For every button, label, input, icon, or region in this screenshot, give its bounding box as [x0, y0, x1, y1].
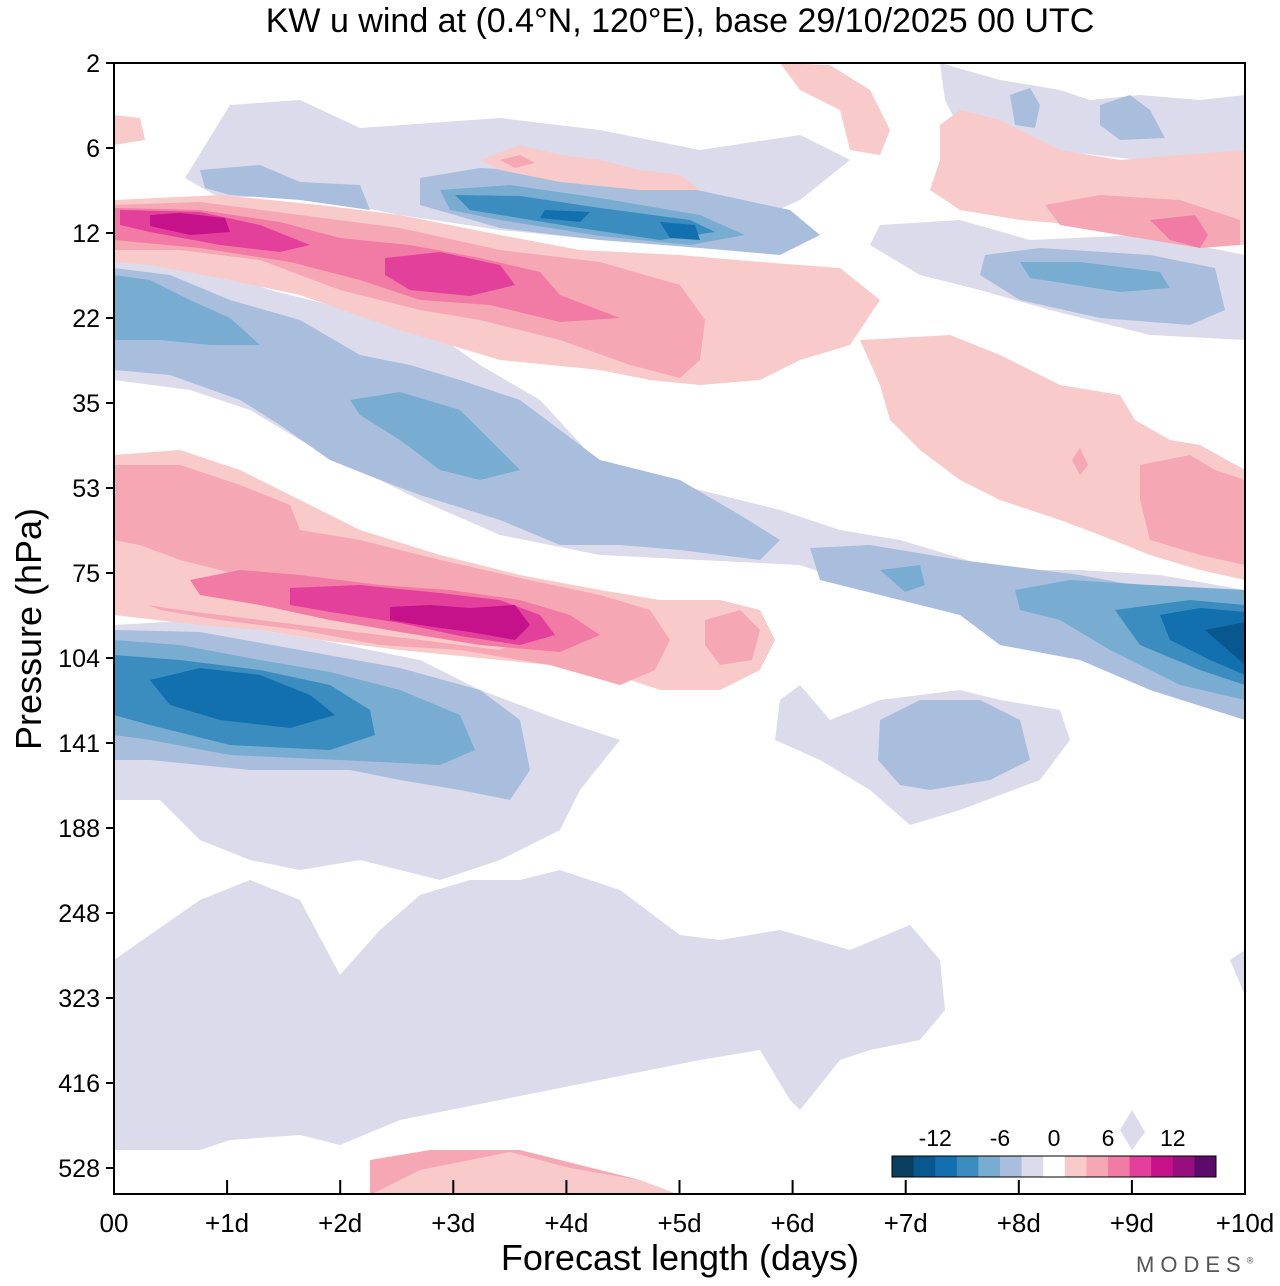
contour-pos-light [480, 145, 700, 190]
contour-neg-max [1205, 622, 1245, 665]
colorbar-frame [891, 1155, 1217, 1178]
x-tick-label: +1d [205, 1208, 249, 1238]
y-tick-label: 416 [58, 1070, 100, 1098]
colorbar: -12 -6 0 6 12 [891, 1125, 1217, 1178]
y-tick-label: 75 [72, 560, 100, 588]
brand-text: MODES [1136, 1252, 1247, 1277]
x-tick-label: +5d [657, 1208, 701, 1238]
contour-neg-light [1010, 88, 1040, 128]
chart-title: KW u wind at (0.4°N, 120°E), base 29/10/… [265, 2, 1095, 40]
y-tick-label: 53 [72, 475, 100, 503]
x-axis: 00 +1d +2d +3d +4d +5d +6d +7d +8d +9d +10d [100, 1180, 1275, 1238]
contour-neg-light [200, 165, 370, 210]
contour-neg-mid [350, 392, 520, 480]
x-tick-label: +4d [544, 1208, 588, 1238]
colorbar-segment [892, 1156, 915, 1177]
contour-neg-mid [880, 565, 925, 592]
contour-neg-core [540, 210, 590, 222]
x-tick-label: +3d [431, 1208, 475, 1238]
contour-neg-core [1160, 608, 1245, 675]
x-tick-label: +7d [884, 1208, 928, 1238]
x-axis-label: Forecast length (days) [500, 1237, 860, 1278]
y-tick-label: 528 [58, 1155, 100, 1183]
x-tick-label: 00 [100, 1208, 129, 1238]
contour-neg-light [1120, 1110, 1145, 1150]
colorbar-segment [913, 1156, 936, 1177]
contour-neg-core [150, 668, 335, 728]
contour-neg-light [878, 700, 1030, 790]
contour-pos-mid [705, 610, 760, 665]
x-tick-label: +9d [1110, 1208, 1154, 1238]
x-tick-label: +2d [318, 1208, 362, 1238]
contour-pos-mid [1140, 455, 1245, 565]
colorbar-tick-label: 6 [1102, 1125, 1115, 1151]
contour-pos-core [150, 213, 230, 235]
colorbar-segment [978, 1156, 1001, 1177]
contour-neg-core [660, 222, 700, 240]
colorbar-segment [1108, 1156, 1131, 1177]
colorbar-segment [1172, 1156, 1195, 1177]
x-tick-label: +6d [771, 1208, 815, 1238]
contour-pos-mid [500, 155, 535, 168]
contour-neg-mid [114, 275, 260, 345]
x-tick-label: +8d [997, 1208, 1041, 1238]
contour-pos-core [390, 605, 530, 640]
contour-neg-mid [1020, 262, 1170, 292]
colorbar-tick-label: -12 [919, 1125, 952, 1151]
modes-logo: MODES® [1136, 1252, 1253, 1278]
contour-neg-light [114, 870, 945, 1150]
contour-neg-light [1100, 95, 1165, 140]
colorbar-segment [1043, 1156, 1066, 1177]
colorbar-segment [1021, 1156, 1044, 1177]
contour-pos-light [780, 63, 890, 155]
y-tick-label: 141 [58, 730, 100, 758]
colorbar-segment [1000, 1156, 1023, 1177]
contour-pos-light [114, 115, 145, 145]
colorbar-segment [956, 1156, 979, 1177]
colorbar-tick-label: -6 [990, 1125, 1010, 1151]
contour-pos-light [372, 1152, 678, 1194]
contour-neg-strong [455, 195, 715, 240]
contour-field [114, 63, 1245, 1194]
contour-pos-mid [1072, 448, 1088, 475]
x-tick-label: +10d [1216, 1208, 1275, 1238]
colorbar-segment [1194, 1156, 1217, 1177]
y-tick-label: 35 [72, 390, 100, 418]
y-tick-label: 323 [58, 985, 100, 1013]
colorbar-segment [1086, 1156, 1109, 1177]
y-axis: 2 6 12 22 35 53 75 104 141 188 248 323 416 528 [58, 50, 114, 1183]
contour-pos-strong [1150, 215, 1208, 248]
y-tick-label: 188 [58, 815, 100, 843]
y-tick-label: 22 [72, 305, 100, 333]
colorbar-segment [935, 1156, 958, 1177]
contour-pos-strong [385, 252, 515, 296]
colorbar-tick-label: 12 [1160, 1125, 1186, 1151]
colorbar-segment [1064, 1156, 1087, 1177]
colorbar-segment [1129, 1156, 1152, 1177]
contour-neg-light [1230, 950, 1245, 995]
colorbar-tick-label: 0 [1048, 1125, 1061, 1151]
y-tick-label: 12 [72, 220, 100, 248]
y-tick-label: 6 [86, 135, 100, 163]
y-tick-label: 248 [58, 900, 100, 928]
y-tick-label: 2 [86, 50, 100, 78]
brand-mark: ® [1246, 1255, 1254, 1266]
colorbar-segment [1151, 1156, 1174, 1177]
y-tick-label: 104 [58, 645, 100, 673]
y-axis-label: Pressure (hPa) [8, 507, 49, 751]
